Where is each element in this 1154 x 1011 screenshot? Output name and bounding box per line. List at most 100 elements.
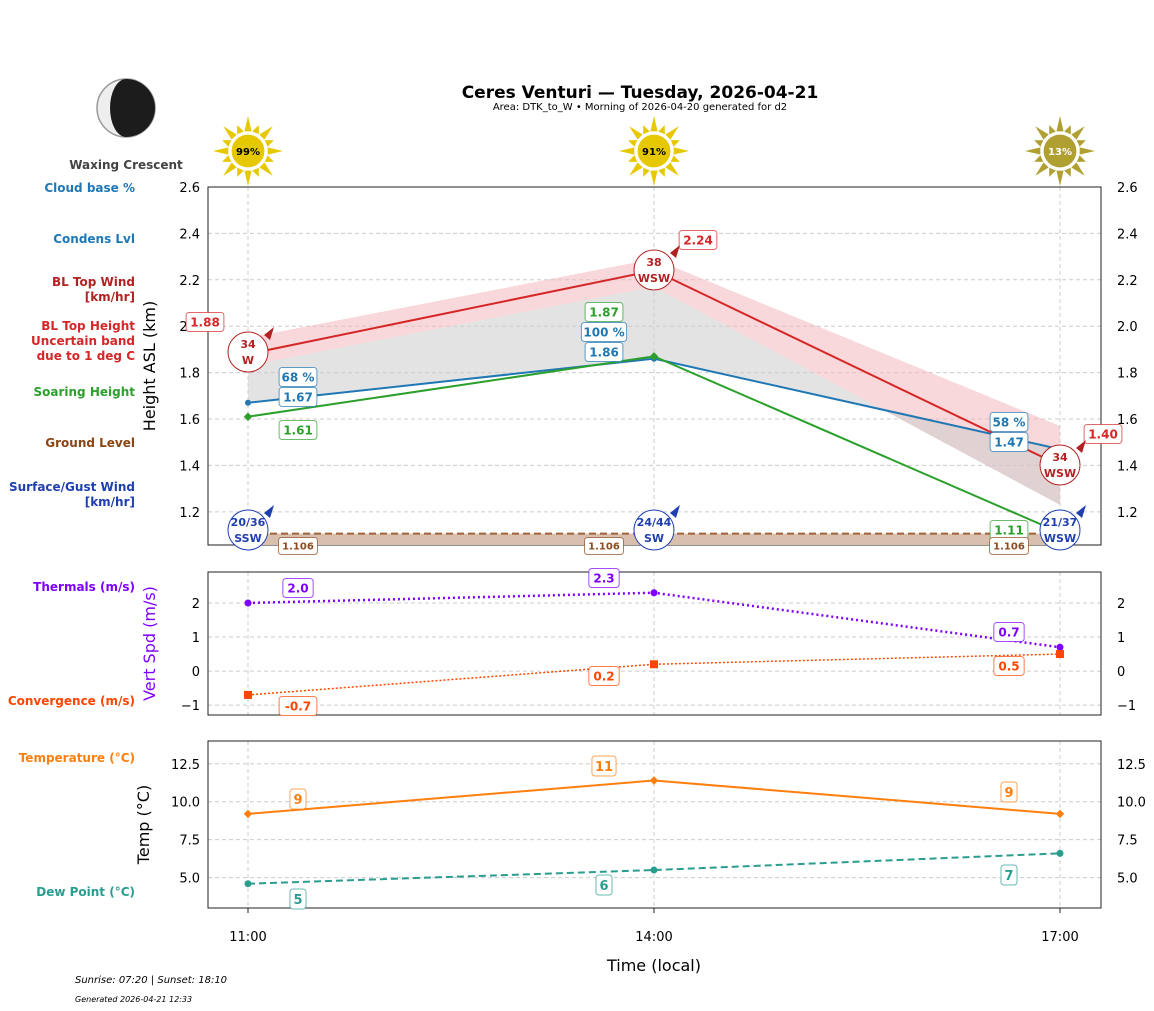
surface-wind-arrow-icon: [670, 505, 680, 518]
bl-top-label: 1.88: [190, 315, 220, 329]
y-axis-label: Temp (°C): [134, 785, 153, 865]
y-tick-label: 10.0: [171, 796, 200, 811]
y-tick-label-right: 12.5: [1117, 758, 1146, 773]
y-tick-label-right: 10.0: [1117, 796, 1146, 811]
dewpoint-label-box: [595, 874, 613, 896]
condens-label: 1.47: [994, 435, 1024, 449]
y-tick-label: 2.4: [179, 227, 200, 242]
soaring-label: 1.87: [589, 305, 619, 319]
sun-ray: [222, 155, 232, 162]
sun-icon: [213, 116, 283, 186]
sun-ray: [244, 116, 252, 132]
sun-ray: [670, 140, 680, 147]
x-tick-label: 17:00: [1041, 930, 1078, 945]
sun-ray: [1025, 147, 1041, 155]
temperature-label-box: [591, 755, 617, 777]
sun-ray: [264, 155, 274, 162]
surface-wind-direction: SW: [644, 532, 664, 545]
y-tick-label-right: 2: [1117, 597, 1125, 612]
sun-ray: [1034, 140, 1044, 147]
y-tick-label-right: 0: [1117, 665, 1125, 680]
bl-wind-arrow-icon: [264, 327, 274, 340]
surface-wind-arrow-icon: [1076, 505, 1086, 518]
bl-wind-speed: 34: [240, 338, 256, 351]
temperature-label: 9: [1004, 786, 1013, 801]
surface-wind-speed: 20/36: [231, 516, 266, 529]
sun-disc: [1042, 133, 1078, 169]
bl-top-label: 1.40: [1088, 427, 1118, 441]
sun-ray: [643, 125, 650, 135]
page-subtitle: Area: DTK_to_W • Morning of 2026-04-20 g…: [492, 102, 788, 113]
sun-ray: [1035, 126, 1049, 140]
sun-ray: [1079, 147, 1095, 155]
y-tick-label-right: 2.4: [1117, 227, 1138, 242]
sun-ray: [1071, 126, 1085, 140]
bl-top-label-box: [678, 230, 718, 250]
bl-top-label-box: [185, 312, 225, 332]
legend-thermals: Thermals (m/s): [33, 580, 135, 594]
sun-disc: [636, 133, 672, 169]
sun-ray: [1035, 162, 1049, 176]
thermals-label-box: [588, 568, 620, 588]
sun-ray: [1049, 125, 1056, 135]
sun-ray: [1049, 167, 1056, 177]
cloud-fill: [248, 286, 1060, 505]
condens-label: 1.67: [283, 390, 313, 404]
sun-ray: [650, 116, 658, 132]
sun-ray: [213, 147, 229, 155]
bl-wind-speed: 34: [1052, 451, 1068, 464]
ground-label-box: [989, 537, 1029, 555]
bl-wind-circle: [227, 331, 269, 373]
surface-wind-speed: 24/44: [637, 516, 672, 529]
sun-ray: [223, 162, 237, 176]
soaring-point: [649, 352, 659, 361]
sun-label: 13%: [1048, 147, 1072, 158]
cloud-pct-label: 58 %: [993, 415, 1026, 429]
y-tick-label: −1: [181, 699, 200, 714]
y-tick-label-right: 1.2: [1117, 506, 1138, 521]
y-tick-label-right: 1.8: [1117, 367, 1138, 382]
sun-ray: [619, 147, 635, 155]
surface-wind-direction: SSW: [234, 532, 261, 545]
ground-label: 1.106: [282, 542, 314, 553]
dewpoint-point: [244, 880, 252, 888]
sun-ray: [673, 147, 689, 155]
sun-ray: [237, 167, 244, 177]
page-title: Ceres Venturi — Tuesday, 2026-04-21: [461, 83, 819, 103]
sun-icon: [619, 116, 689, 186]
surface-wind-direction: WSW: [1044, 532, 1076, 545]
ground-label-box: [278, 537, 318, 555]
sun-ray: [1056, 116, 1064, 132]
sun-icon: [1025, 116, 1095, 186]
temperature-label: 11: [595, 760, 613, 775]
thermals-label: 0.7: [998, 625, 1019, 639]
y-axis-label: Vert Spd (m/s): [140, 586, 159, 701]
y-tick-label-right: 5.0: [1117, 872, 1138, 887]
dewpoint-label: 7: [1004, 869, 1013, 884]
y-tick-label: 0: [192, 665, 200, 680]
legend-bl-wind: BL Top Wind [km/hr]: [51, 275, 135, 304]
sun-disc: [230, 133, 266, 169]
dewpoint-label-box: [1000, 864, 1018, 886]
y-tick-label-right: 7.5: [1117, 834, 1138, 849]
sun-ray: [223, 126, 237, 140]
sun-ray: [252, 167, 259, 177]
sun-ray: [259, 162, 273, 176]
sun-ray: [1056, 170, 1064, 186]
y-tick-label: 1.8: [179, 367, 200, 382]
bl-wind-speed: 38: [646, 256, 661, 269]
surface-wind-circle: [1039, 509, 1081, 551]
bl-wind-direction: WSW: [1044, 467, 1076, 480]
sun-ray: [264, 140, 274, 147]
convergence-label-box: [588, 666, 620, 686]
y-tick-label-right: 1.6: [1117, 413, 1138, 428]
ground-label: 1.106: [993, 542, 1025, 553]
bl-wind-arrow-icon: [1076, 440, 1086, 453]
sun-ray: [628, 140, 638, 147]
sun-ray: [658, 167, 665, 177]
dewpoint-label-box: [289, 888, 307, 910]
sun-ray: [222, 140, 232, 147]
sun-ray: [629, 162, 643, 176]
sun-ray: [244, 170, 252, 186]
